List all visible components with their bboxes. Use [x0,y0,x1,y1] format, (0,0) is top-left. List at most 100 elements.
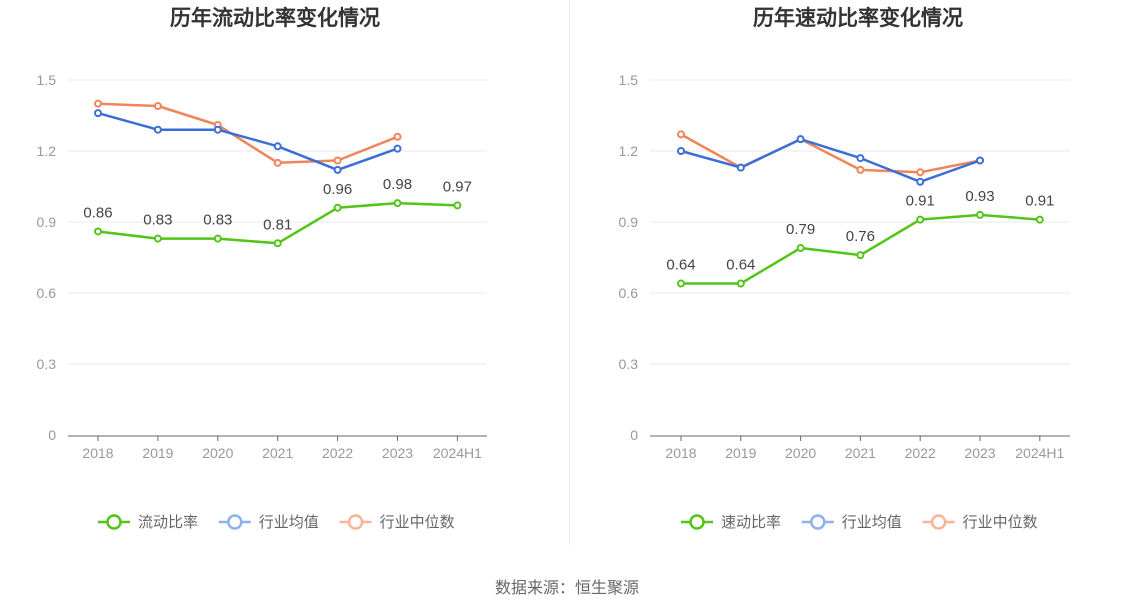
data-label: 0.86 [83,204,112,221]
data-point [213,125,222,134]
data-label: 0.83 [203,212,232,229]
data-point [393,132,402,141]
data-point [333,156,342,165]
chart-title: 历年速动比率变化情况 [753,6,963,30]
x-tick-label: 2019 [142,445,173,461]
data-point [153,125,162,134]
data-label: 0.79 [786,221,815,238]
data-point [856,154,865,163]
y-tick-label: 0.9 [619,214,639,230]
data-point [916,215,925,224]
series-1: 0.86 0.83 0.83 0.81 0.96 0.98 0.97 [83,176,472,248]
data-point [453,201,462,210]
legend-marker [227,514,243,530]
series-line [97,111,398,172]
data-point [153,102,162,111]
data-point [976,210,984,219]
data-point [333,165,342,174]
data-point [273,142,282,151]
x-tick-label: 2023 [382,445,413,461]
x-tick-label: 2018 [82,445,113,461]
legend-item-3: 行业中位数 [339,513,455,531]
data-point [796,135,805,144]
data-point [677,147,685,155]
series-line [680,137,981,184]
series-2 [677,135,984,186]
y-tick-label: 1.2 [37,143,57,159]
data-source-note: 数据来源：恒生聚源 [494,578,639,597]
series-1: 0.64 0.64 0.79 0.76 0.91 0.93 0.91 [666,188,1054,288]
x-tick-label: 2022 [905,445,936,461]
data-label: 0.91 [906,193,935,210]
x-tick-label: 2019 [725,445,756,461]
chart-panel-2: 历年速动比率变化情况 0 0.3 0.6 0.9 1.2 1.5 2018 2019 2020 20… [619,6,1070,531]
legend-item-3: 行业中位数 [922,513,1038,531]
data-point [976,156,984,165]
y-tick-label: 0.6 [619,285,639,301]
data-label: 0.64 [726,257,755,274]
x-tick-label: 2020 [202,445,233,461]
data-point [94,227,102,236]
y-tick-label: 0.6 [37,285,57,301]
data-point [393,199,402,208]
data-point [856,165,865,174]
data-point [677,130,685,139]
data-point [677,279,685,288]
data-label: 0.76 [846,228,875,245]
data-point [916,168,925,177]
data-point [153,234,162,243]
y-tick-label: 0 [630,427,638,443]
x-tick-label: 2024H1 [433,445,482,461]
legend-marker [347,514,364,530]
chart-panel-1: 历年流动比率变化情况 0 0.3 0.6 0.9 1.2 1.5 2018 2019 2020 20… [37,6,487,531]
legend-item-1: 流动比率 [98,513,198,531]
series-3 [677,130,984,177]
data-point [94,109,102,118]
y-tick-label: 1.5 [37,72,57,88]
data-point [736,163,745,172]
x-tick-label: 2021 [262,445,293,461]
y-tick-label: 0.9 [37,214,57,230]
x-tick-label: 2023 [964,445,995,461]
x-tick-label: 2022 [322,445,353,461]
y-tick-label: 0.3 [619,356,639,372]
data-point [273,158,282,167]
legend-label: 行业均值 [842,513,902,531]
x-tick-label: 2018 [665,445,696,461]
legend-marker [106,514,122,530]
data-point [94,99,102,108]
series-2 [94,109,402,174]
legend-item-1: 速动比率 [681,513,781,531]
y-tick-label: 1.5 [619,72,639,88]
x-tick-label: 2020 [785,445,816,461]
data-label: 0.81 [263,216,292,233]
data-label: 0.96 [323,181,352,198]
data-label: 0.91 [1025,193,1054,210]
y-tick-label: 1.2 [619,143,639,159]
y-tick-label: 0 [48,427,56,443]
data-label: 0.98 [383,176,412,193]
data-point [273,239,282,248]
legend-marker [930,514,947,530]
data-point [916,177,925,186]
data-point [333,203,342,212]
data-label: 0.83 [143,212,172,229]
data-point [393,144,402,153]
data-point [736,279,745,288]
data-point [1035,215,1044,224]
legend-item-2: 行业均值 [218,513,319,531]
data-point [856,251,865,260]
data-label: 0.64 [666,257,695,274]
legend-label: 流动比率 [138,513,198,531]
legend-marker [689,514,705,530]
legend-item-2: 行业均值 [801,513,902,531]
legend-label: 行业中位数 [380,513,455,531]
series-3 [94,99,402,167]
series-line [97,102,398,165]
data-point [213,234,222,243]
legend-label: 速动比率 [721,513,781,531]
legend-label: 行业均值 [259,513,319,531]
panel-divider [569,0,570,545]
x-tick-label: 2024H1 [1015,445,1064,461]
